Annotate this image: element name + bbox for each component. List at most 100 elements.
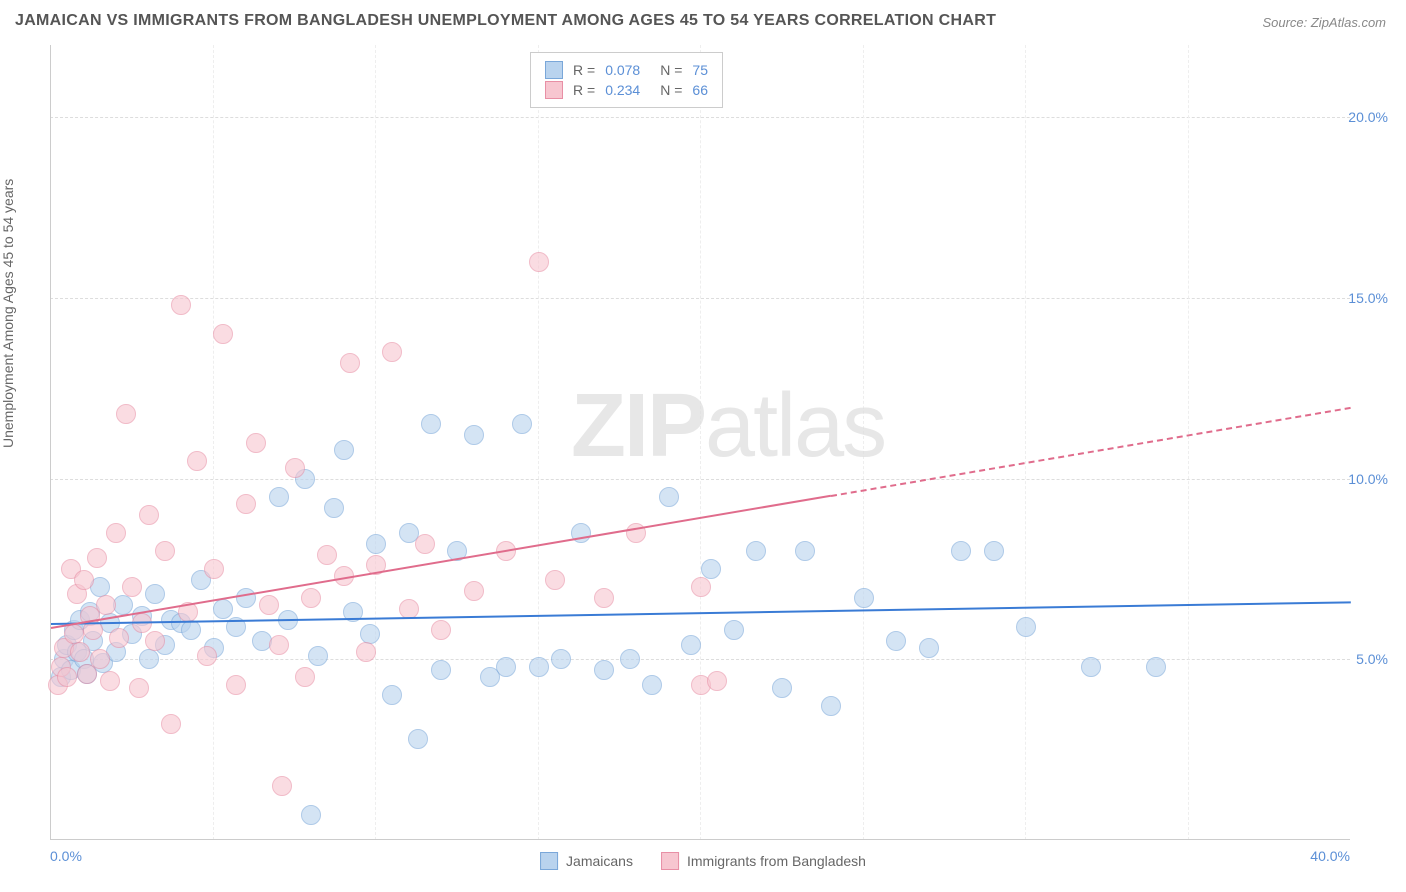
data-point bbox=[399, 599, 419, 619]
data-point bbox=[984, 541, 1004, 561]
data-point bbox=[213, 599, 233, 619]
stats-r-val-0: 0.078 bbox=[605, 62, 640, 78]
data-point bbox=[382, 685, 402, 705]
data-point bbox=[301, 805, 321, 825]
data-point bbox=[106, 523, 126, 543]
bottom-swatch-1 bbox=[661, 852, 679, 870]
data-point bbox=[145, 631, 165, 651]
y-axis-label: Unemployment Among Ages 45 to 54 years bbox=[0, 179, 16, 448]
data-point bbox=[545, 570, 565, 590]
data-point bbox=[951, 541, 971, 561]
data-point bbox=[197, 646, 217, 666]
data-point bbox=[116, 404, 136, 424]
data-point bbox=[366, 534, 386, 554]
data-point bbox=[226, 675, 246, 695]
stats-n-val-1: 66 bbox=[692, 82, 708, 98]
stats-n-label-1: N = bbox=[660, 82, 682, 98]
data-point bbox=[145, 584, 165, 604]
chart-title: JAMAICAN VS IMMIGRANTS FROM BANGLADESH U… bbox=[15, 12, 996, 30]
data-point bbox=[529, 657, 549, 677]
data-point bbox=[324, 498, 344, 518]
data-point bbox=[746, 541, 766, 561]
data-point bbox=[129, 678, 149, 698]
data-point bbox=[886, 631, 906, 651]
data-point bbox=[431, 620, 451, 640]
data-point bbox=[691, 577, 711, 597]
data-point bbox=[204, 559, 224, 579]
trend-line bbox=[831, 406, 1351, 496]
data-point bbox=[236, 588, 256, 608]
data-point bbox=[87, 548, 107, 568]
data-point bbox=[1081, 657, 1101, 677]
stats-r-label-1: R = bbox=[573, 82, 595, 98]
data-point bbox=[295, 667, 315, 687]
data-point bbox=[272, 776, 292, 796]
stats-r-val-1: 0.234 bbox=[605, 82, 640, 98]
data-point bbox=[724, 620, 744, 640]
data-point bbox=[659, 487, 679, 507]
source-label: Source: ZipAtlas.com bbox=[1262, 15, 1386, 30]
x-tick-label: 0.0% bbox=[50, 848, 82, 864]
stats-row-1: R = 0.234 N = 66 bbox=[545, 81, 708, 99]
data-point bbox=[155, 541, 175, 561]
data-point bbox=[269, 635, 289, 655]
data-point bbox=[213, 324, 233, 344]
data-point bbox=[594, 660, 614, 680]
data-point bbox=[109, 628, 129, 648]
data-point bbox=[1016, 617, 1036, 637]
data-point bbox=[795, 541, 815, 561]
bottom-legend: Jamaicans Immigrants from Bangladesh bbox=[540, 852, 866, 870]
data-point bbox=[301, 588, 321, 608]
data-point bbox=[259, 595, 279, 615]
data-point bbox=[236, 494, 256, 514]
data-point bbox=[382, 342, 402, 362]
data-point bbox=[70, 642, 90, 662]
y-tick-label: 15.0% bbox=[1348, 290, 1388, 306]
data-point bbox=[96, 595, 116, 615]
data-point bbox=[90, 649, 110, 669]
y-tick-label: 5.0% bbox=[1356, 651, 1388, 667]
data-point bbox=[100, 671, 120, 691]
data-point bbox=[854, 588, 874, 608]
data-point bbox=[431, 660, 451, 680]
data-point bbox=[187, 451, 207, 471]
data-point bbox=[464, 581, 484, 601]
data-point bbox=[620, 649, 640, 669]
stats-legend: R = 0.078 N = 75 R = 0.234 N = 66 bbox=[530, 52, 723, 108]
data-point bbox=[415, 534, 435, 554]
data-point bbox=[308, 646, 328, 666]
data-point bbox=[496, 657, 516, 677]
data-point bbox=[360, 624, 380, 644]
data-point bbox=[529, 252, 549, 272]
stats-n-label-0: N = bbox=[660, 62, 682, 78]
data-point bbox=[551, 649, 571, 669]
data-point bbox=[681, 635, 701, 655]
data-point bbox=[707, 671, 727, 691]
data-point bbox=[139, 649, 159, 669]
stats-r-label-0: R = bbox=[573, 62, 595, 78]
data-point bbox=[340, 353, 360, 373]
data-point bbox=[464, 425, 484, 445]
data-point bbox=[642, 675, 662, 695]
data-point bbox=[919, 638, 939, 658]
data-point bbox=[421, 414, 441, 434]
stats-n-val-0: 75 bbox=[692, 62, 708, 78]
bottom-label-1: Immigrants from Bangladesh bbox=[687, 853, 866, 869]
data-point bbox=[74, 570, 94, 590]
y-tick-label: 20.0% bbox=[1348, 109, 1388, 125]
data-point bbox=[821, 696, 841, 716]
data-point bbox=[246, 433, 266, 453]
chart-container: JAMAICAN VS IMMIGRANTS FROM BANGLADESH U… bbox=[0, 0, 1406, 892]
bottom-label-0: Jamaicans bbox=[566, 853, 633, 869]
legend-swatch-1 bbox=[545, 81, 563, 99]
watermark-light: atlas bbox=[705, 376, 885, 476]
data-point bbox=[512, 414, 532, 434]
data-point bbox=[701, 559, 721, 579]
y-tick-label: 10.0% bbox=[1348, 471, 1388, 487]
data-point bbox=[161, 714, 181, 734]
data-point bbox=[285, 458, 305, 478]
data-point bbox=[64, 624, 84, 644]
data-point bbox=[594, 588, 614, 608]
x-tick-label: 40.0% bbox=[1310, 848, 1350, 864]
data-point bbox=[317, 545, 337, 565]
